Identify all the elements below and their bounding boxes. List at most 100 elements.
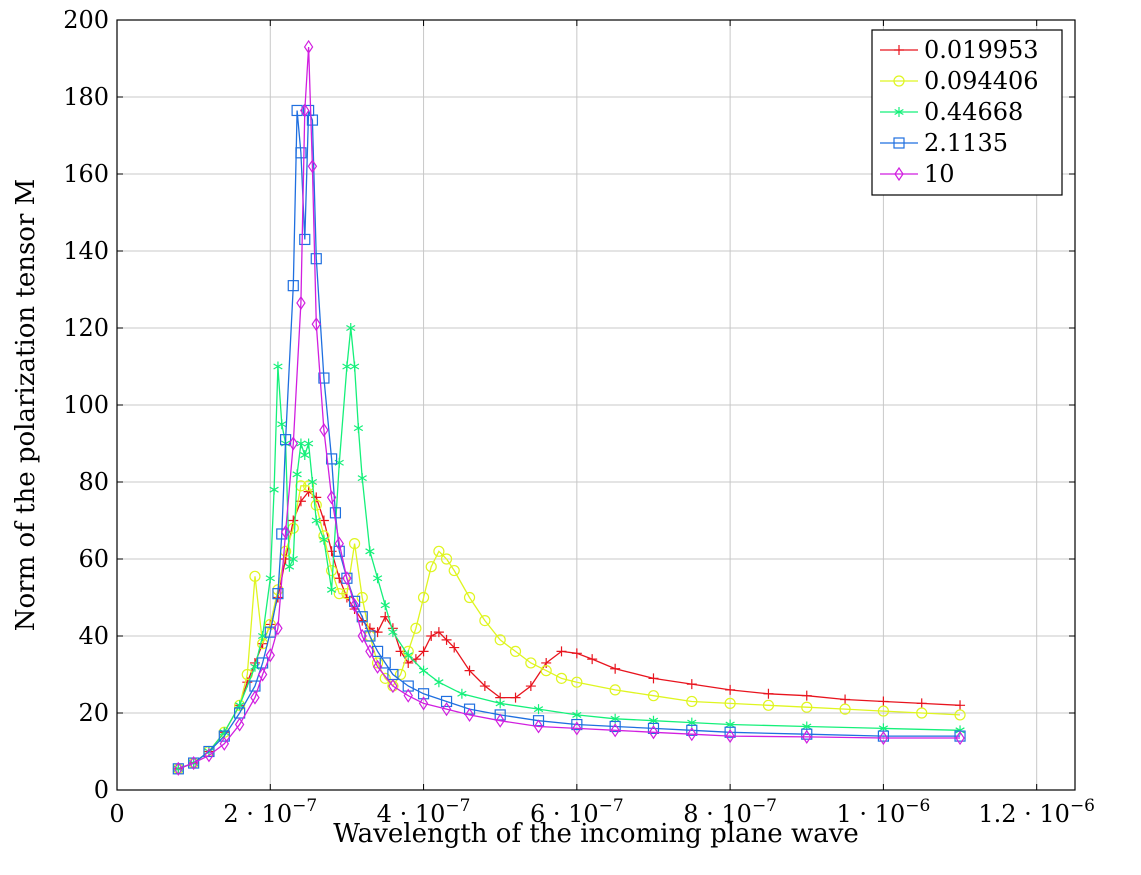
data-point — [555, 672, 568, 684]
data-point — [276, 528, 288, 540]
data-point — [349, 598, 360, 613]
data-point — [388, 678, 398, 694]
data-point — [265, 573, 275, 584]
legend-entry: 0.019953 — [880, 36, 1039, 64]
data-point — [572, 709, 582, 720]
data-point — [725, 729, 735, 744]
x-tick-label: 6 · 10−7 — [530, 796, 624, 828]
data-point — [440, 553, 453, 565]
data-point — [464, 665, 475, 676]
y-tick-label: 120 — [63, 314, 109, 342]
data-point — [325, 564, 338, 577]
data-point — [878, 696, 889, 707]
data-point — [801, 728, 813, 740]
data-point — [326, 490, 337, 505]
data-point — [687, 717, 697, 728]
data-point — [418, 696, 429, 711]
data-point — [356, 591, 368, 604]
data-point — [434, 677, 444, 688]
y-axis-label: Norm of the polarization tensor M — [11, 179, 41, 632]
data-point — [687, 727, 697, 742]
y-tick-label: 80 — [78, 468, 109, 496]
data-point — [288, 436, 298, 451]
data-point — [257, 667, 268, 682]
data-point — [647, 722, 660, 735]
legend-label: 0.094406 — [924, 67, 1039, 95]
series-0.019953 — [173, 486, 966, 774]
data-point — [333, 588, 345, 600]
data-point — [893, 137, 905, 149]
data-point — [686, 724, 698, 736]
data-point — [365, 644, 375, 659]
data-point — [540, 665, 552, 677]
y-tick-label: 0 — [94, 776, 109, 804]
y-tick-label: 140 — [63, 237, 109, 265]
data-point — [291, 104, 303, 117]
legend: 0.019953 0.094406 0.44668 2.1135 10 — [871, 29, 1063, 196]
series-2.1135 — [172, 104, 966, 775]
data-point — [295, 147, 307, 159]
data-point — [372, 659, 383, 674]
data-point — [533, 719, 544, 734]
data-point — [296, 438, 306, 449]
data-point — [762, 699, 775, 711]
data-point — [449, 642, 460, 653]
data-point — [300, 450, 310, 461]
data-point — [495, 713, 505, 728]
legend-label: 0.019953 — [924, 36, 1039, 64]
y-tick-label: 100 — [63, 391, 109, 419]
data-point — [303, 438, 314, 449]
data-point — [571, 718, 583, 731]
data-point — [532, 715, 545, 727]
data-point — [272, 588, 284, 600]
data-point — [495, 698, 505, 709]
data-point — [648, 725, 659, 740]
data-point — [372, 573, 383, 584]
series-0.44668 — [173, 323, 965, 774]
legend-box — [871, 29, 1063, 196]
data-point — [292, 469, 302, 480]
data-point — [840, 694, 851, 705]
data-point — [433, 545, 445, 557]
data-point — [306, 114, 319, 126]
data-point — [610, 723, 620, 738]
data-point — [303, 480, 315, 492]
data-point — [334, 536, 344, 551]
data-point — [280, 524, 291, 540]
data-point — [610, 663, 621, 674]
data-point — [219, 736, 230, 751]
data-point — [433, 627, 444, 638]
y-tick-label: 200 — [63, 6, 109, 34]
series-10 — [173, 39, 965, 776]
data-point — [418, 646, 429, 657]
axis-ticks: 0 20 40 60 80 100 120 140 160 180 200 0 2 · 10−7 4 · … — [63, 6, 1095, 828]
data-point — [307, 477, 318, 487]
data-point — [287, 280, 299, 292]
data-point — [403, 650, 413, 661]
data-point — [410, 622, 422, 634]
data-point — [402, 680, 414, 692]
legend-label: 10 — [924, 160, 955, 188]
data-point — [763, 688, 774, 699]
data-point — [371, 645, 384, 658]
data-point — [280, 434, 292, 446]
x-tick-label: 2 · 10−7 — [223, 796, 317, 828]
data-point — [954, 709, 966, 721]
data-point — [801, 701, 813, 713]
data-point — [426, 631, 437, 641]
data-point — [955, 700, 966, 711]
legend-entry: 10 — [880, 160, 955, 188]
data-point — [494, 634, 506, 646]
data-point — [303, 39, 314, 55]
data-point — [894, 107, 904, 117]
data-point — [403, 688, 413, 703]
data-point — [441, 634, 452, 645]
legend-entry: 0.44668 — [880, 98, 1023, 126]
data-point — [525, 681, 536, 692]
data-point — [479, 614, 491, 627]
data-point — [525, 657, 537, 669]
data-point — [365, 546, 375, 557]
data-point — [348, 537, 361, 550]
data-point — [509, 645, 522, 658]
